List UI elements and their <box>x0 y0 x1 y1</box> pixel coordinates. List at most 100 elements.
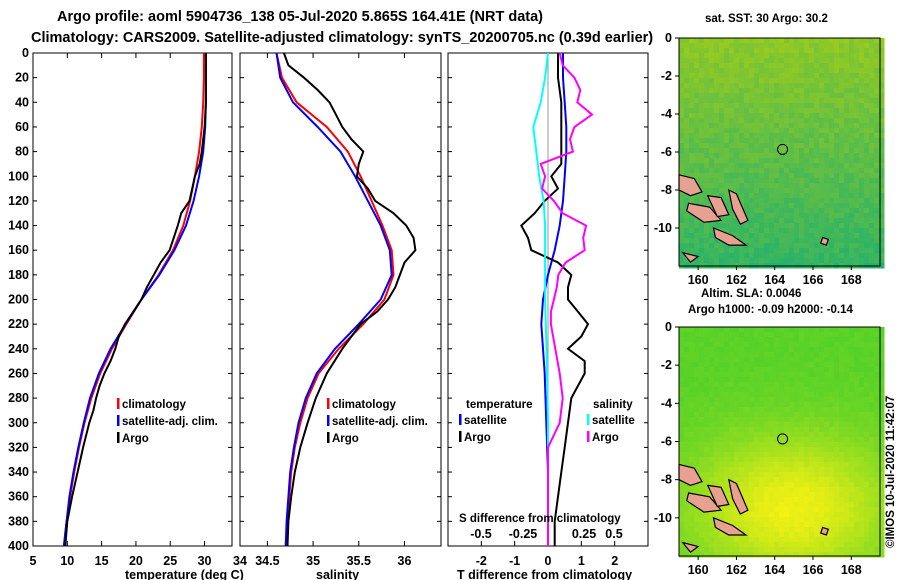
map-cell <box>819 163 825 169</box>
map-cell <box>844 73 850 79</box>
map-cell <box>784 402 790 408</box>
map-cell <box>819 417 825 423</box>
map-cell <box>834 73 840 79</box>
map-cell <box>844 382 850 388</box>
map-cell <box>719 342 725 348</box>
map-cell <box>859 377 865 383</box>
map-cell <box>809 402 815 408</box>
map-cell <box>724 228 730 234</box>
map-cell <box>849 88 855 94</box>
map-cell <box>834 253 840 259</box>
x-tick-label: 20 <box>129 554 143 568</box>
map-cell <box>789 352 795 358</box>
map-cell <box>864 352 870 358</box>
map-cell <box>834 138 840 144</box>
map-cell <box>789 362 795 368</box>
map-cell <box>739 238 745 244</box>
map-cell <box>724 327 730 333</box>
map-cell <box>834 83 840 89</box>
map-cell <box>714 43 720 49</box>
map-cell <box>864 377 870 383</box>
map-cell <box>879 487 885 493</box>
map-cell <box>784 48 790 54</box>
map-cell <box>799 188 805 194</box>
map-cell <box>744 228 750 234</box>
map-cell <box>799 532 805 538</box>
map-cell <box>749 168 755 174</box>
map-cell <box>859 492 865 498</box>
map-cell <box>874 183 880 189</box>
map-cell <box>754 203 760 209</box>
map-cell <box>749 248 755 254</box>
map-cell <box>749 193 755 199</box>
map-cell <box>679 327 685 333</box>
map-cell <box>869 133 875 139</box>
map-cell <box>809 462 815 468</box>
map-cell <box>869 38 875 44</box>
map-cell <box>874 342 880 348</box>
map-cell <box>699 178 705 184</box>
map-cell <box>684 153 690 159</box>
map-cell <box>834 337 840 343</box>
map-cell <box>829 412 835 418</box>
map-cell <box>879 462 885 468</box>
map-cell <box>759 422 765 428</box>
map-cell <box>699 442 705 448</box>
map-cell <box>694 88 700 94</box>
map-cell <box>714 477 720 483</box>
map-cell <box>864 148 870 154</box>
map-cell <box>824 517 830 523</box>
map-cell <box>844 452 850 458</box>
map-cell <box>789 83 795 89</box>
map-cell <box>739 377 745 383</box>
map-cell <box>764 108 770 114</box>
map-cell <box>854 517 860 523</box>
map-cell <box>804 502 810 508</box>
map-cell <box>844 552 850 558</box>
map-cell <box>844 113 850 119</box>
map-cell <box>824 128 830 134</box>
map-cell <box>729 118 735 124</box>
map-cell <box>789 128 795 134</box>
map-cell <box>874 223 880 229</box>
map-cell <box>764 502 770 508</box>
map-cell <box>839 457 845 463</box>
map-cell <box>789 178 795 184</box>
map-cell <box>709 258 715 264</box>
map-cell <box>684 63 690 69</box>
map-cell <box>759 103 765 109</box>
map-cell <box>834 103 840 109</box>
map-cell <box>819 103 825 109</box>
map-cell <box>824 512 830 518</box>
map-cell <box>679 98 685 104</box>
map-cell <box>684 248 690 254</box>
map-cell <box>704 457 710 463</box>
map-cell <box>704 417 710 423</box>
map-cell <box>744 88 750 94</box>
map-cell <box>729 158 735 164</box>
map-cell <box>794 88 800 94</box>
map-cell <box>759 342 765 348</box>
map-cell <box>854 213 860 219</box>
map-cell <box>824 547 830 553</box>
map-cell <box>839 98 845 104</box>
map-cell <box>869 148 875 154</box>
map-cell <box>834 178 840 184</box>
legend-swatch <box>117 415 120 426</box>
map-cell <box>864 487 870 493</box>
map-cell <box>864 482 870 488</box>
map-cell <box>694 382 700 388</box>
map-cell <box>794 397 800 403</box>
map-cell <box>734 332 740 338</box>
map-cell <box>694 332 700 338</box>
map-cell <box>749 452 755 458</box>
map-cell <box>679 243 685 249</box>
map-cell <box>854 233 860 239</box>
map-cell <box>769 53 775 59</box>
map-cell <box>779 123 785 129</box>
map-cell <box>839 203 845 209</box>
map-cell <box>754 532 760 538</box>
map-cell <box>854 482 860 488</box>
map-cell <box>754 103 760 109</box>
map-cell <box>774 352 780 358</box>
